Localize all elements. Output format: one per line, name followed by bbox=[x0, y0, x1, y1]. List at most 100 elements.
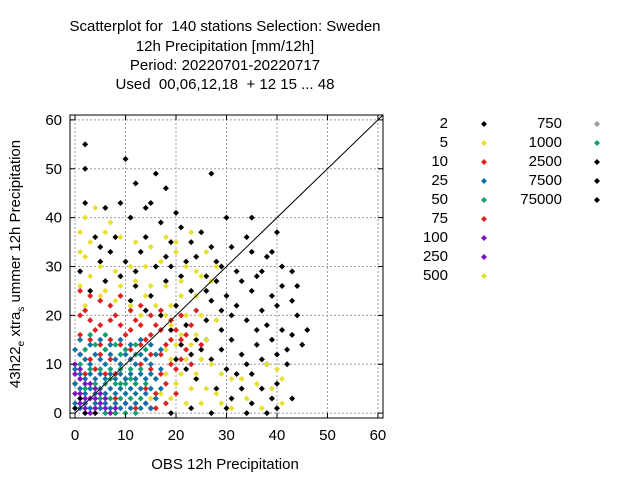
data-point bbox=[152, 170, 159, 177]
data-point bbox=[137, 336, 144, 343]
legend-label: 7500 bbox=[528, 172, 562, 189]
data-point bbox=[132, 341, 139, 348]
data-point bbox=[137, 322, 144, 329]
data-point bbox=[72, 390, 79, 397]
data-point bbox=[82, 375, 89, 382]
data-point bbox=[218, 307, 225, 314]
data-point bbox=[117, 322, 124, 329]
data-point bbox=[77, 400, 84, 407]
data-point bbox=[112, 268, 119, 275]
data-point bbox=[132, 283, 139, 290]
data-point bbox=[117, 336, 124, 343]
data-point bbox=[132, 410, 139, 417]
data-point bbox=[82, 356, 89, 363]
data-point bbox=[122, 375, 129, 382]
data-point bbox=[117, 380, 124, 387]
data-point bbox=[304, 327, 311, 334]
data-point bbox=[238, 375, 245, 382]
chart-title-line-3: Period: 20220701-20220717 bbox=[129, 57, 321, 74]
data-point bbox=[112, 297, 119, 304]
data-point bbox=[122, 331, 129, 338]
data-point bbox=[173, 366, 180, 373]
data-point bbox=[77, 268, 84, 275]
data-point bbox=[223, 405, 230, 412]
data-point bbox=[107, 219, 114, 226]
legend-marker bbox=[481, 273, 487, 279]
data-point bbox=[87, 410, 94, 417]
data-point bbox=[97, 390, 104, 397]
data-point bbox=[137, 405, 144, 412]
data-point bbox=[142, 307, 149, 314]
data-point bbox=[273, 229, 280, 236]
data-point bbox=[178, 341, 185, 348]
data-point bbox=[107, 341, 114, 348]
data-point bbox=[253, 380, 260, 387]
legend-marker bbox=[481, 121, 487, 127]
data-point bbox=[188, 322, 195, 329]
data-point bbox=[147, 199, 154, 206]
data-point bbox=[248, 214, 255, 221]
data-point bbox=[92, 410, 99, 417]
data-point bbox=[87, 361, 94, 368]
data-point bbox=[198, 229, 205, 236]
data-point bbox=[137, 341, 144, 348]
data-point bbox=[102, 371, 109, 378]
data-point bbox=[263, 253, 270, 260]
data-point bbox=[107, 317, 114, 324]
data-point bbox=[127, 346, 134, 353]
data-point bbox=[228, 243, 235, 250]
data-point bbox=[162, 380, 169, 387]
data-point bbox=[97, 322, 104, 329]
data-point bbox=[238, 278, 245, 285]
data-point bbox=[162, 341, 169, 348]
data-point bbox=[157, 366, 164, 373]
data-point bbox=[147, 366, 154, 373]
data-point bbox=[77, 366, 84, 373]
data-point bbox=[203, 317, 210, 324]
data-point bbox=[92, 351, 99, 358]
data-point bbox=[82, 253, 89, 260]
legend-label: 750 bbox=[536, 115, 562, 132]
data-point bbox=[188, 385, 195, 392]
data-point bbox=[223, 214, 230, 221]
data-point bbox=[112, 405, 119, 412]
data-point bbox=[258, 356, 265, 363]
data-point bbox=[183, 322, 190, 329]
data-point bbox=[132, 380, 139, 387]
data-point bbox=[142, 390, 149, 397]
data-point bbox=[117, 234, 124, 241]
data-point bbox=[208, 170, 215, 177]
x-tick-label: 60 bbox=[370, 427, 387, 444]
data-point bbox=[203, 336, 210, 343]
legend-marker bbox=[481, 178, 487, 184]
data-point bbox=[162, 371, 169, 378]
data-point bbox=[253, 327, 260, 334]
data-point bbox=[97, 351, 104, 358]
data-point bbox=[178, 336, 185, 343]
data-point bbox=[72, 346, 79, 353]
data-point bbox=[233, 371, 240, 378]
data-point bbox=[92, 234, 99, 241]
data-point bbox=[157, 385, 164, 392]
data-point bbox=[132, 375, 139, 382]
data-point bbox=[87, 385, 94, 392]
data-point bbox=[137, 361, 144, 368]
data-point bbox=[178, 273, 185, 280]
data-point bbox=[223, 292, 230, 299]
data-point bbox=[157, 258, 164, 265]
data-point bbox=[193, 307, 200, 314]
data-point bbox=[82, 214, 89, 221]
data-point bbox=[77, 375, 84, 382]
data-point bbox=[268, 292, 275, 299]
data-point bbox=[82, 395, 89, 402]
data-point bbox=[273, 366, 280, 373]
data-point bbox=[107, 336, 114, 343]
data-point bbox=[208, 356, 215, 363]
data-point bbox=[198, 356, 205, 363]
data-point bbox=[167, 410, 174, 417]
data-point bbox=[142, 346, 149, 353]
data-point bbox=[173, 248, 180, 255]
data-point bbox=[112, 395, 119, 402]
data-point bbox=[132, 400, 139, 407]
data-point bbox=[173, 239, 180, 246]
